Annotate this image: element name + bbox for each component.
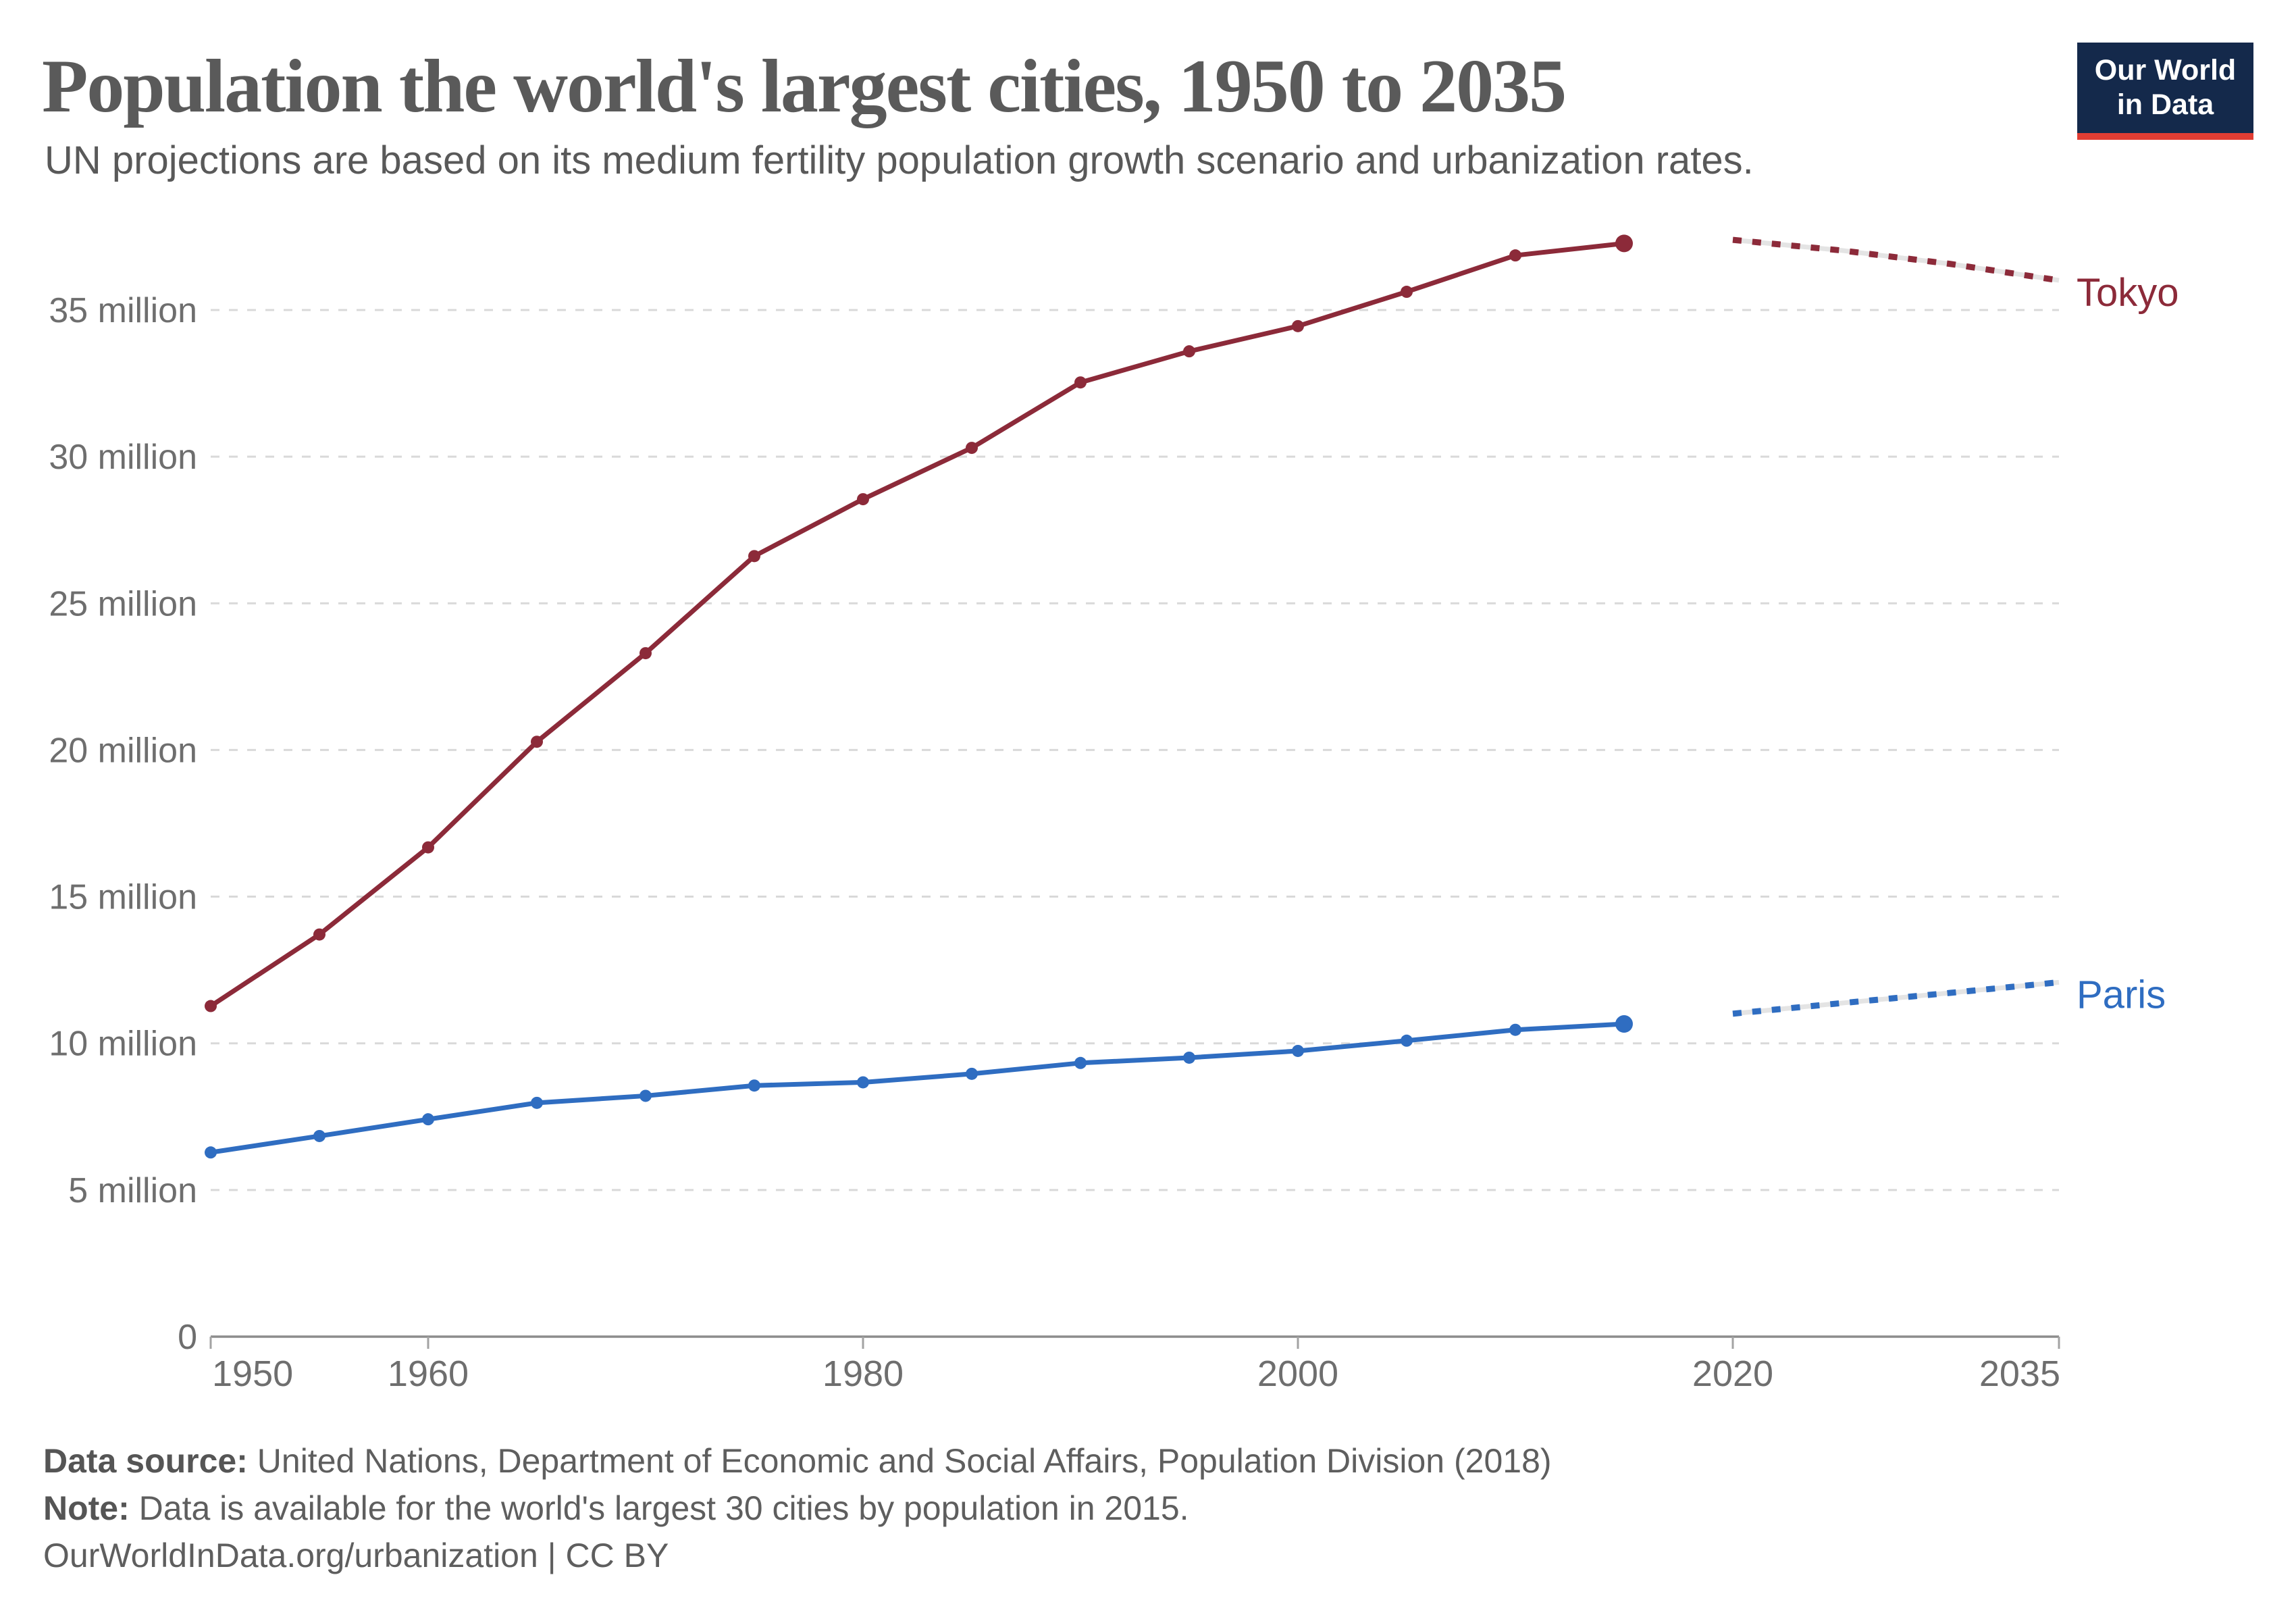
y-tick-label-15: 15 million (49, 878, 197, 917)
data-source-label: Data source: (43, 1442, 248, 1480)
paris-data-point-2005 (1401, 1034, 1413, 1047)
tokyo-data-point-2005 (1401, 286, 1413, 299)
note-label: Note: (43, 1489, 130, 1527)
y-tick-label-35: 35 million (49, 291, 197, 330)
paris-data-point-1985 (966, 1067, 978, 1080)
paris-data-point-1970 (640, 1089, 652, 1102)
x-tick-label-1980: 1980 (823, 1354, 904, 1394)
tokyo-projection-dotted-line (1732, 236, 2060, 284)
data-source-line: Data source: United Nations, Department … (43, 1437, 1552, 1485)
x-tick-label-2000: 2000 (1257, 1354, 1338, 1394)
x-tick-label-1950: 1950 (212, 1354, 293, 1394)
paris-projection-dotted-line (1732, 979, 2060, 1017)
tokyo-data-point-1950 (205, 1000, 217, 1012)
tokyo-data-point-1985 (966, 442, 978, 455)
paris-line-observed (208, 1021, 1627, 1155)
paris-data-point-2015 (1615, 1015, 1633, 1033)
paris-data-point-1965 (531, 1096, 543, 1109)
tokyo-data-point-1980 (857, 493, 869, 506)
page-title: Population the world's largest cities, 1… (42, 45, 1567, 128)
tokyo-data-point-2015 (1615, 234, 1633, 253)
paris-data-point-1980 (857, 1076, 869, 1089)
note-line: Note: Data is available for the world's … (43, 1485, 1552, 1532)
tokyo-data-point-1965 (531, 736, 543, 748)
tokyo-data-point-1995 (1183, 345, 1195, 358)
owid-logo-text-line2: in Data (2116, 88, 2214, 121)
paris-data-point-2000 (1292, 1044, 1304, 1057)
chart-footer: Data source: United Nations, Department … (43, 1437, 1552, 1579)
tokyo-data-point-2000 (1292, 319, 1304, 332)
data-source-text: United Nations, Department of Economic a… (247, 1442, 1552, 1480)
y-tick-label-30: 30 million (49, 438, 197, 477)
y-tick-label-20: 20 million (49, 731, 197, 770)
paris-data-point-1960 (422, 1113, 434, 1126)
paris-data-point-1955 (313, 1129, 325, 1142)
tokyo-line-observed (208, 240, 1627, 1009)
paris-data-point-1950 (205, 1146, 217, 1159)
paris-data-point-2010 (1509, 1023, 1521, 1036)
tokyo-data-point-1990 (1074, 376, 1087, 389)
x-tick-label-2035: 2035 (1979, 1354, 2060, 1394)
paris-data-point-1975 (748, 1079, 760, 1092)
y-tick-label-25: 25 million (49, 584, 197, 623)
paris-series-label[interactable]: Paris (2077, 973, 2166, 1017)
paris-data-point-1990 (1074, 1056, 1087, 1069)
owid-logo-text-line1: Our World (2094, 54, 2237, 86)
x-tick-label-2020: 2020 (1692, 1354, 1773, 1394)
tokyo-data-point-1975 (748, 550, 760, 563)
page-subtitle: UN projections are based on its medium f… (45, 138, 1754, 182)
note-text: Data is available for the world's larges… (129, 1489, 1189, 1527)
y-tick-label-5: 5 million (68, 1171, 197, 1210)
tokyo-data-point-1970 (640, 647, 652, 660)
tokyo-data-point-2010 (1509, 249, 1521, 262)
y-tick-label-10: 10 million (49, 1025, 197, 1064)
x-tick-label-1960: 1960 (388, 1354, 469, 1394)
y-tick-label-0: 0 (178, 1318, 197, 1357)
tokyo-data-point-1955 (313, 928, 325, 941)
license-text: OurWorldInData.org/urbanization | CC BY (43, 1537, 669, 1574)
tokyo-series-label[interactable]: Tokyo (2077, 271, 2179, 315)
paris-data-point-1995 (1183, 1051, 1195, 1064)
license-line[interactable]: OurWorldInData.org/urbanization | CC BY (43, 1532, 1552, 1579)
owid-logo[interactable]: Our World in Data (2077, 43, 2253, 140)
tokyo-data-point-1960 (422, 841, 434, 854)
